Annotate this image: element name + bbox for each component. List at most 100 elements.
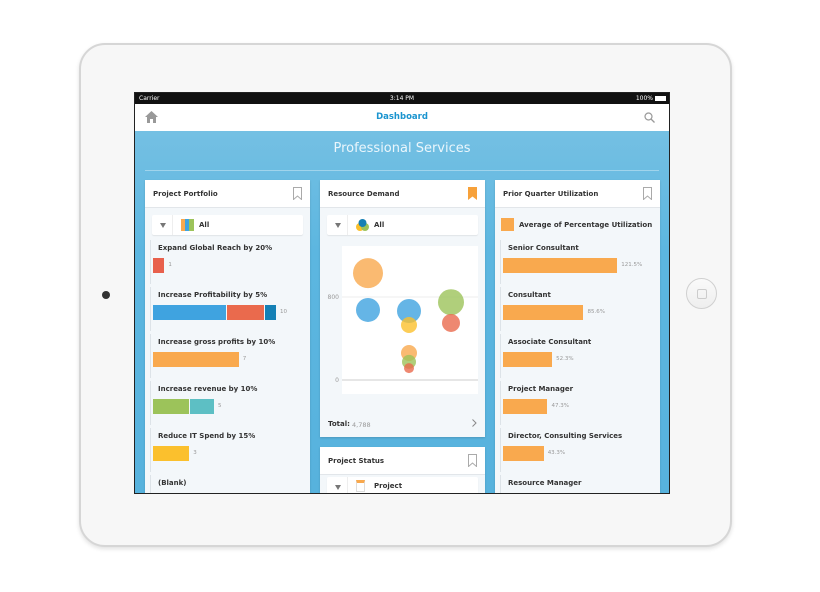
home-icon[interactable]	[145, 111, 158, 123]
bubble[interactable]	[442, 313, 460, 332]
bubble[interactable]	[404, 363, 414, 374]
utilization-item-label: Associate Consultant	[508, 338, 592, 346]
bubble-chart[interactable]: 0 800	[320, 246, 485, 401]
utilization-bar[interactable]	[503, 446, 544, 461]
nav-bar: Dashboard	[135, 104, 669, 131]
dashboard-title: Professional Services	[333, 141, 471, 156]
portfolio-bar-segment[interactable]	[153, 399, 190, 414]
filter-value: All	[199, 221, 210, 229]
bubble-chart-icon	[356, 219, 369, 231]
portfolio-bar-segment[interactable]	[153, 258, 165, 273]
carrier: Carrier	[139, 95, 160, 102]
portfolio-item-count: 7	[242, 356, 247, 362]
divider	[145, 170, 659, 171]
y-tick-label: 800	[328, 294, 340, 301]
divider	[500, 428, 501, 472]
portfolio-item-count: 3	[193, 450, 197, 456]
filter-value: All	[374, 221, 385, 229]
utilization-value: 43.3%	[547, 450, 566, 456]
bookmark-icon[interactable]	[643, 187, 652, 200]
bubble[interactable]	[401, 317, 417, 334]
portfolio-bar-segment[interactable]	[227, 305, 264, 320]
portfolio-bar-segment[interactable]	[264, 305, 276, 320]
portfolio-item-label: (Blank)	[158, 479, 187, 487]
utilization-card: Prior Quarter Utilization Average of Per…	[495, 180, 660, 493]
portfolio-bar-segment[interactable]	[190, 399, 214, 414]
project-status-card: Project Status Project	[320, 447, 485, 493]
dropdown-arrow-icon	[335, 223, 341, 228]
y-tick-label: 0	[335, 377, 339, 384]
card-title: Project Portfolio	[153, 190, 218, 198]
portfolio-item-label: Expand Global Reach by 20%	[158, 244, 273, 252]
utilization-item-label: Director, Consulting Services	[508, 432, 623, 440]
utilization-value: 121.5%	[621, 262, 643, 268]
legend-swatch	[501, 218, 514, 231]
bookmark-icon[interactable]	[293, 187, 302, 200]
legend-label: Average of Percentage Utilization	[519, 221, 653, 229]
bookmark-icon[interactable]	[468, 187, 477, 200]
utilization-value: 47.3%	[551, 403, 569, 409]
portfolio-bar-segment[interactable]	[153, 446, 190, 461]
portfolio-item-label: Increase revenue by 10%	[158, 385, 258, 393]
total-value: 4,788	[352, 421, 371, 429]
page-title: Dashboard	[376, 112, 428, 122]
divider	[500, 475, 501, 493]
search-icon[interactable]	[644, 112, 655, 123]
card-title: Prior Quarter Utilization	[503, 190, 599, 198]
divider	[150, 475, 151, 493]
bubble[interactable]	[356, 297, 380, 322]
divider	[500, 287, 501, 331]
dropdown-arrow-icon	[160, 223, 166, 228]
utilization-bar[interactable]	[503, 399, 548, 414]
portfolio-item-count: 5	[218, 403, 222, 409]
portfolio-item-count: 10	[280, 309, 287, 315]
portfolio-item-label: Increase gross profits by 10%	[158, 338, 276, 346]
project-icon	[356, 480, 365, 492]
resource-demand-card: Resource Demand All 0 800 Total: 4,788	[320, 180, 485, 437]
bubble[interactable]	[438, 289, 464, 316]
chevron-right-icon[interactable]	[472, 419, 477, 427]
utilization-value: 52.3%	[556, 356, 574, 362]
divider	[500, 334, 501, 378]
divider	[150, 287, 151, 331]
divider	[500, 381, 501, 425]
portfolio-filter-dropdown[interactable]: All	[152, 215, 303, 235]
portfolio-bar-segment[interactable]	[153, 352, 239, 367]
divider	[150, 428, 151, 472]
bar-chart-icon	[181, 219, 194, 231]
utilization-value: 85.6%	[587, 309, 605, 315]
utilization-item-label: Consultant	[508, 291, 551, 299]
home-button[interactable]	[686, 278, 717, 309]
total-label: Total:	[328, 420, 350, 428]
utilization-item-label: Project Manager	[508, 385, 574, 393]
portfolio-item-label: Reduce IT Spend by 15%	[158, 432, 256, 440]
utilization-bar[interactable]	[503, 305, 584, 320]
portfolio-bar-segment[interactable]	[153, 305, 227, 320]
card-title: Project Status	[328, 457, 385, 465]
bubble[interactable]	[397, 299, 421, 324]
divider	[150, 334, 151, 378]
utilization-bar[interactable]	[503, 352, 553, 367]
clock: 3:14 PM	[389, 95, 415, 102]
demand-filter-dropdown[interactable]: All	[327, 215, 478, 235]
status-filter-dropdown[interactable]: Project	[327, 477, 478, 493]
portfolio-item-label: Increase Profitability by 5%	[158, 291, 268, 299]
card-title: Resource Demand	[328, 190, 400, 198]
camera	[102, 291, 110, 299]
utilization-item-label: Resource Manager	[508, 479, 582, 487]
portfolio-item-count: 1	[168, 262, 172, 268]
screen: Carrier 3:14 PM 100% Dashboard Professio…	[134, 92, 670, 494]
divider	[150, 240, 151, 284]
dropdown-arrow-icon	[335, 485, 341, 490]
divider	[500, 240, 501, 284]
battery-level: 100%	[635, 95, 653, 102]
status-bar: Carrier 3:14 PM 100%	[135, 93, 669, 104]
bookmark-icon[interactable]	[468, 454, 477, 467]
project-portfolio-card: Project Portfolio All Expand Global Reac…	[145, 180, 310, 493]
utilization-item-label: Senior Consultant	[508, 244, 579, 252]
utilization-bar[interactable]	[503, 258, 618, 273]
bubble[interactable]	[353, 258, 383, 289]
battery-icon	[655, 96, 666, 101]
filter-value: Project	[374, 482, 403, 490]
divider	[150, 381, 151, 425]
